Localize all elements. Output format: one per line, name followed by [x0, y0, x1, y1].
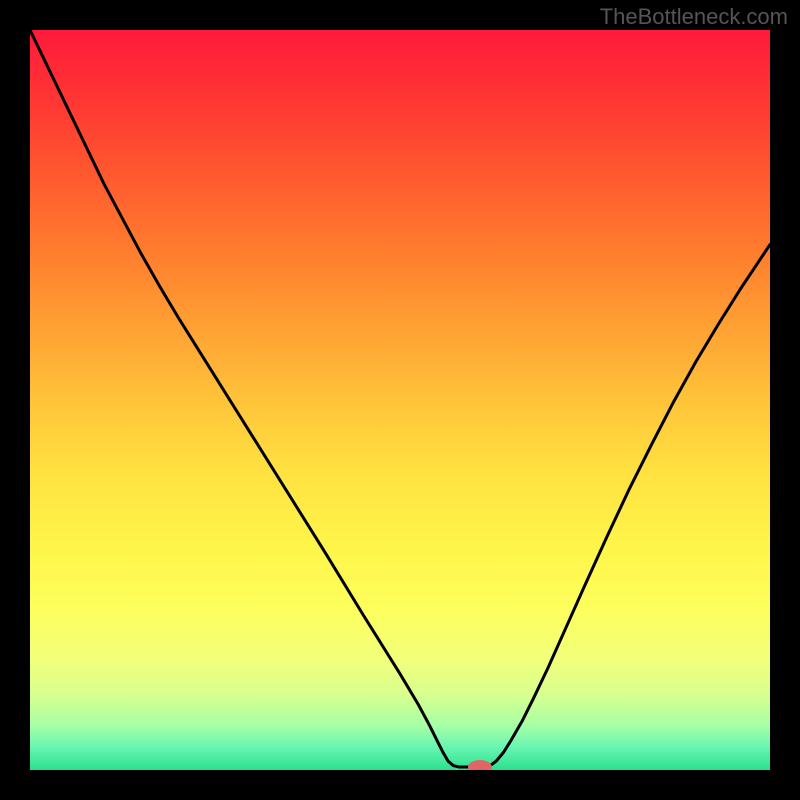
bottleneck-curve	[30, 30, 770, 770]
chart-container: TheBottleneck.com	[0, 0, 800, 800]
optimum-marker	[468, 760, 492, 770]
watermark-text: TheBottleneck.com	[600, 4, 788, 30]
plot-area	[30, 30, 770, 770]
curve-path	[30, 30, 770, 767]
